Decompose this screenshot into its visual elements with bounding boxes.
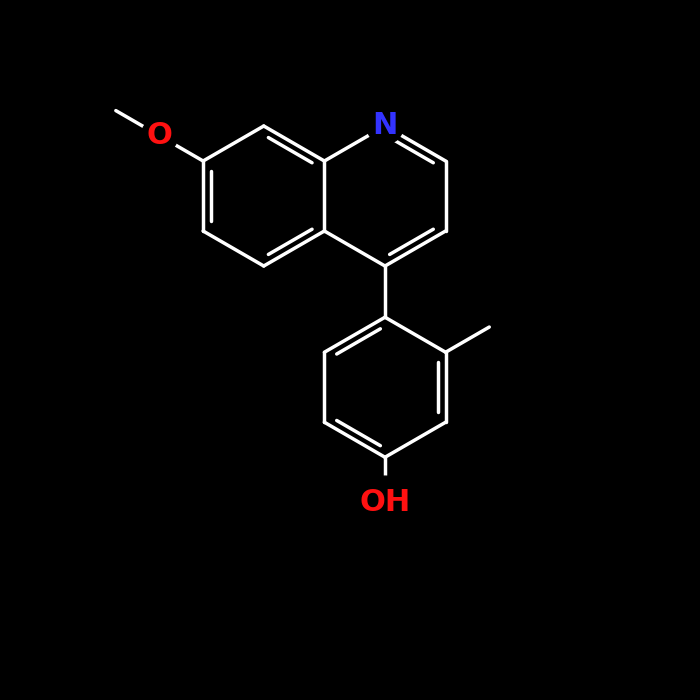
Circle shape [358, 476, 412, 529]
Circle shape [367, 108, 403, 144]
Text: N: N [372, 111, 398, 141]
Circle shape [141, 118, 178, 154]
Text: O: O [146, 121, 172, 150]
Text: OH: OH [359, 488, 411, 517]
